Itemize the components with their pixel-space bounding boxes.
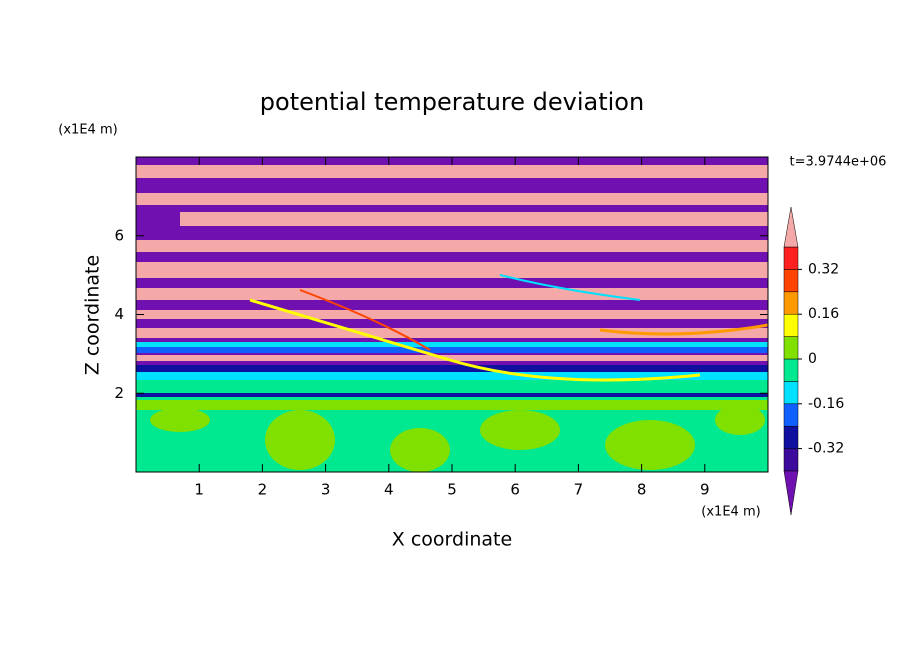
y-tick-label: 6 xyxy=(114,226,124,244)
chart-title: potential temperature deviation xyxy=(260,88,644,116)
x-tick-label: 1 xyxy=(194,481,204,499)
colorbar-tick-label: 0.16 xyxy=(808,306,839,322)
colorbar-tick-label: 0 xyxy=(808,351,817,367)
x-unit: (x1E4 m) xyxy=(701,505,760,520)
x-tick-label: 7 xyxy=(574,481,584,499)
colorbar-tick-label: 0.32 xyxy=(808,261,839,277)
colorbar-segment xyxy=(783,246,799,270)
y-unit: (x1E4 m) xyxy=(58,123,117,138)
x-tick-label: 5 xyxy=(447,481,457,499)
colorbar-segment xyxy=(783,313,799,337)
colorbar-segment xyxy=(783,425,799,449)
colorbar-segment xyxy=(783,403,799,427)
colorbar-tick-label: -0.16 xyxy=(808,396,844,412)
colorbar-segment xyxy=(783,269,799,293)
y-tick-label: 4 xyxy=(114,305,124,323)
x-tick-label: 4 xyxy=(384,481,394,499)
x-tick-label: 6 xyxy=(510,481,520,499)
x-tick-label: 8 xyxy=(637,481,647,499)
colorbar-extend-low xyxy=(783,470,799,516)
colorbar-segment xyxy=(783,291,799,315)
colorbar-segment xyxy=(783,358,799,382)
time-annotation: t=3.9744e+06 xyxy=(790,155,887,170)
colorbar-segment xyxy=(783,448,799,472)
y-axis-label: Z coordinate xyxy=(82,255,104,375)
x-tick-label: 3 xyxy=(321,481,331,499)
colorbar-tick-label: -0.32 xyxy=(808,441,844,457)
contour-field xyxy=(136,157,768,472)
x-tick-label: 2 xyxy=(258,481,268,499)
y-tick-label: 2 xyxy=(114,384,124,402)
colorbar-extend-high xyxy=(783,206,799,248)
x-tick-label: 9 xyxy=(700,481,710,499)
colorbar-segment xyxy=(783,381,799,405)
x-axis-label: X coordinate xyxy=(392,529,512,551)
colorbar-segment xyxy=(783,336,799,360)
